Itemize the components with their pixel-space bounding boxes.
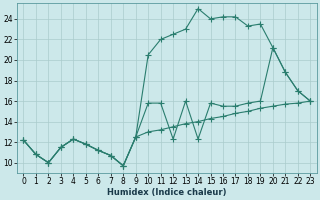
X-axis label: Humidex (Indice chaleur): Humidex (Indice chaleur) [107,188,227,197]
